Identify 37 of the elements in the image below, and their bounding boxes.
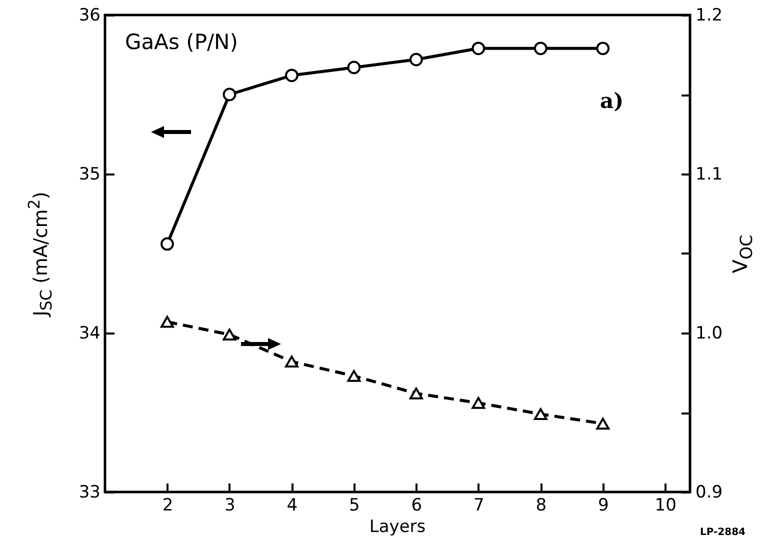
y2-tick-label: 0.9 [696, 482, 723, 502]
point [409, 387, 423, 400]
point [596, 42, 610, 56]
annotation: GaAs (P/N) [125, 30, 238, 54]
point [472, 42, 486, 56]
annotation: a) [600, 88, 624, 113]
point [160, 316, 174, 328]
x-tick-label: 8 [536, 496, 547, 516]
x-tick-label: 6 [411, 496, 422, 516]
y2-tick-label: 1.1 [696, 164, 723, 184]
y-tick-label: 34 [78, 324, 100, 344]
point [596, 418, 610, 430]
x-tick-label: 2 [162, 496, 174, 516]
x-tick-label: 5 [349, 496, 360, 516]
point [347, 370, 361, 382]
x-axis-title: Layers [369, 517, 426, 537]
x-tick-label: 4 [286, 496, 298, 516]
y-tick-label: 33 [78, 482, 100, 502]
point [285, 68, 298, 82]
y-tick-label: 35 [78, 164, 100, 184]
x-tick-label: 3 [224, 496, 236, 516]
point [472, 397, 486, 409]
point [285, 356, 298, 368]
point [347, 60, 361, 74]
point [222, 328, 236, 341]
point [534, 408, 548, 420]
y2-tick-label: 1.0 [696, 324, 723, 344]
x-tick-label: 10 [654, 496, 676, 516]
y-tick-label: 36 [78, 6, 100, 26]
x-tick-label: 7 [473, 496, 484, 516]
point [222, 88, 236, 102]
point [534, 42, 548, 56]
text: LP-2884 [700, 527, 746, 538]
point [409, 52, 423, 66]
y2-tick-label: 1.2 [696, 6, 723, 26]
point [160, 237, 174, 251]
x-tick-label: 9 [598, 496, 609, 516]
